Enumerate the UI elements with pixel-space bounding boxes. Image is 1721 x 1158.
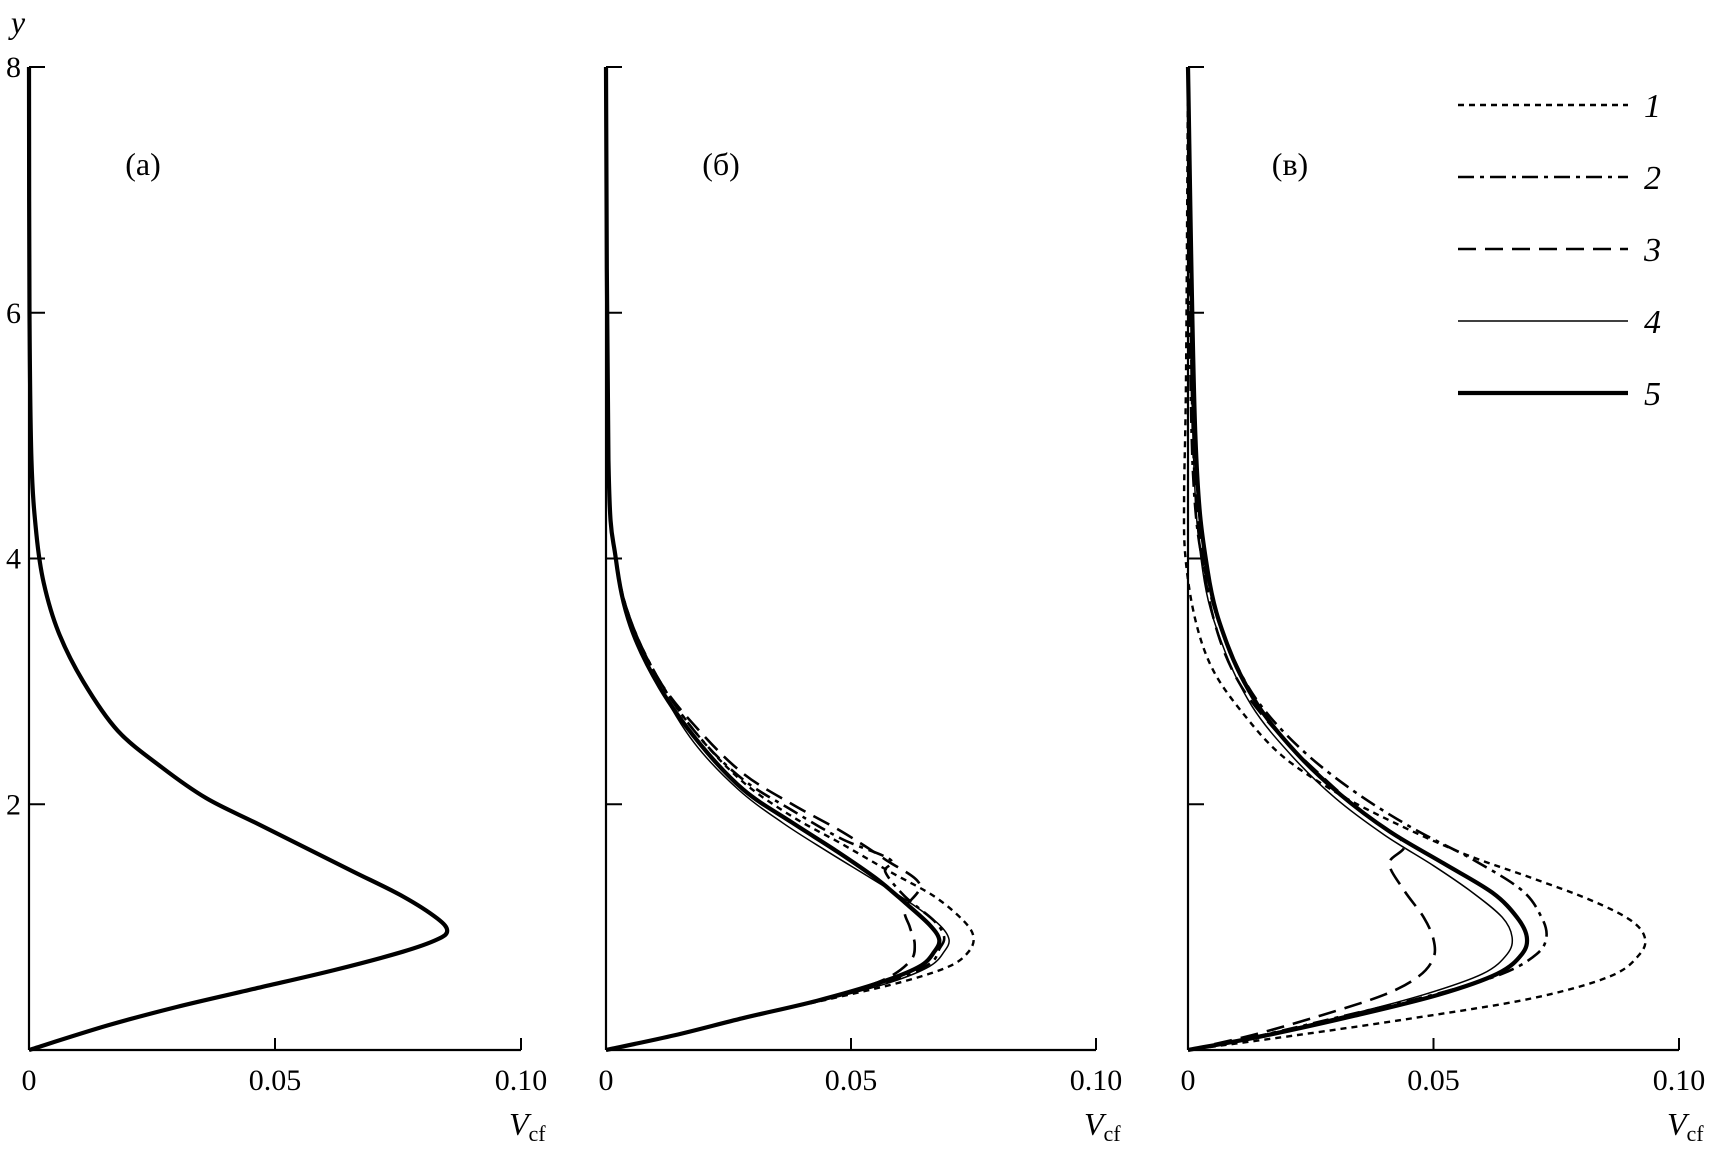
legend-label: 5 — [1644, 376, 1661, 413]
panel-label: (а) — [125, 146, 161, 182]
y-tick-label: 4 — [6, 543, 21, 576]
legend-item-5: 5 — [1458, 376, 1661, 413]
x-axis-title-sub: cf — [529, 1121, 547, 1146]
series-line-3 — [1186, 66, 1437, 1052]
panel-2: 0 0.05 0.10 Vcf (б) — [599, 66, 1123, 1146]
x-tick-label: 0.05 — [825, 1064, 878, 1097]
x-axis-title-main: V — [509, 1106, 532, 1142]
series-line-1 — [1182, 66, 1647, 1052]
x-tick-label: 0 — [22, 1064, 37, 1097]
series-line-5 — [603, 66, 942, 1053]
series-line-thick-solid — [26, 66, 450, 1053]
x-axis-title-main: V — [1667, 1106, 1690, 1142]
x-axis-title-main: V — [1084, 1106, 1107, 1142]
x-axis-title-sub: cf — [1687, 1121, 1705, 1146]
y-axis-title: y — [8, 4, 26, 40]
series-line-2 — [1186, 66, 1548, 1052]
y-tick-label: 2 — [6, 788, 21, 821]
series-line-4 — [1187, 66, 1514, 1051]
legend-item-1: 1 — [1458, 88, 1661, 125]
series-line-2 — [604, 66, 946, 1052]
panel-1: 0 0.05 0.10 2 4 6 8 y Vcf (а) — [6, 4, 547, 1146]
x-axis-title: Vcf — [509, 1106, 546, 1146]
series-line-3 — [604, 66, 922, 1052]
panel-label: (в) — [1272, 146, 1308, 182]
x-axis-title-sub: cf — [1104, 1121, 1122, 1146]
x-axis-title: Vcf — [1084, 1106, 1121, 1146]
legend: 1 2 3 4 5 — [1458, 88, 1661, 413]
x-tick-label: 0 — [599, 1064, 614, 1097]
legend-label: 1 — [1644, 88, 1661, 125]
panel-3: 0 0.05 0.10 Vcf (в) — [1181, 66, 1706, 1146]
legend-item-3: 3 — [1458, 232, 1661, 269]
x-tick-label: 0.10 — [1653, 1064, 1706, 1097]
series-line-5 — [1185, 66, 1530, 1053]
x-tick-label: 0.05 — [1407, 1064, 1460, 1097]
legend-item-4: 4 — [1458, 304, 1661, 341]
legend-label: 2 — [1644, 160, 1661, 197]
legend-item-2: 2 — [1458, 160, 1661, 197]
x-tick-label: 0.10 — [495, 1064, 548, 1097]
series-line-1 — [604, 66, 975, 1052]
legend-label: 3 — [1643, 232, 1661, 269]
x-tick-label: 0.05 — [249, 1064, 302, 1097]
series-line-4 — [605, 66, 950, 1051]
x-tick-label: 0 — [1181, 1064, 1196, 1097]
panel-label: (б) — [702, 146, 740, 182]
y-tick-label: 6 — [6, 297, 21, 330]
x-axis-title: Vcf — [1667, 1106, 1704, 1146]
legend-label: 4 — [1644, 304, 1661, 341]
x-tick-label: 0.10 — [1070, 1064, 1123, 1097]
y-tick-label: 8 — [6, 51, 21, 84]
